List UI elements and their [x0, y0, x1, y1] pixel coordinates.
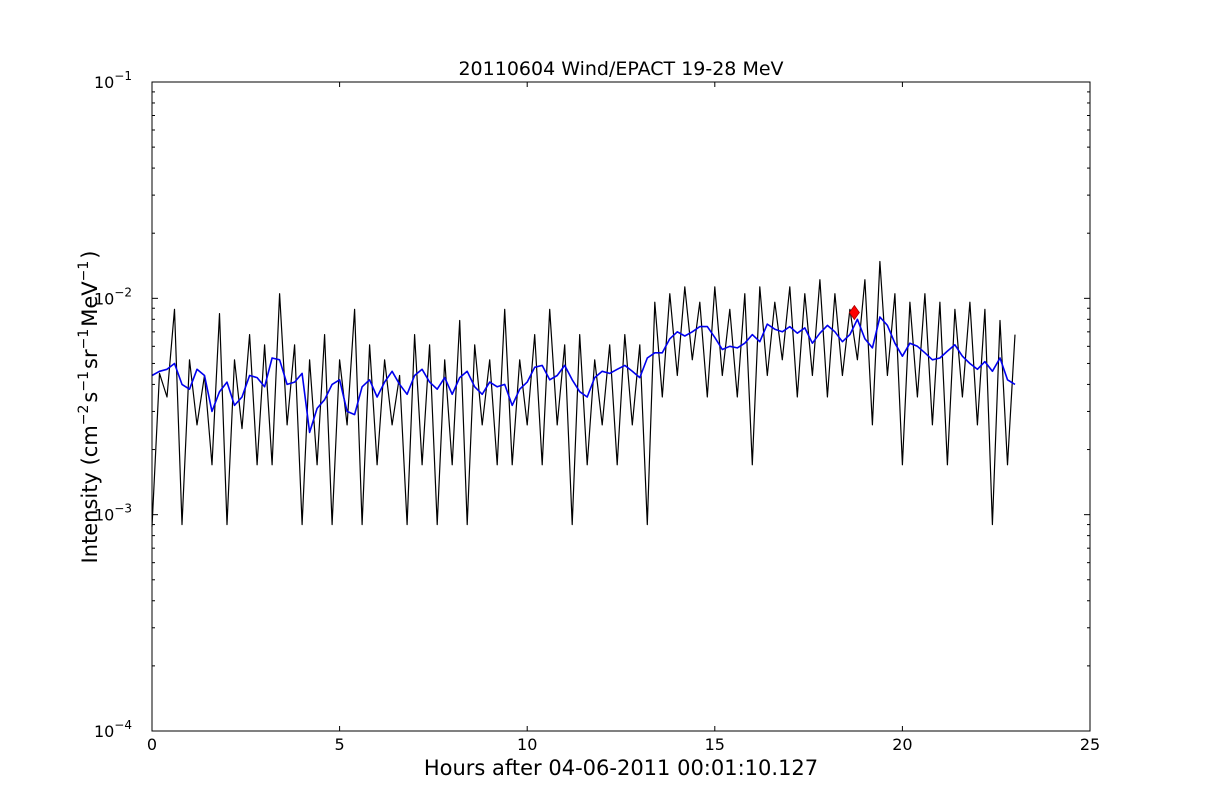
y-tick-label-1: 10−3 — [94, 502, 132, 525]
y-label-prefix: Intensity (cm — [78, 425, 102, 563]
x-tick-label-1: 5 — [335, 735, 345, 754]
x-axis-label: Hours after 04-06-2011 00:01:10.127 — [424, 756, 818, 780]
y-label-exp-1: −2 — [76, 405, 92, 426]
x-tick-label-5: 25 — [1080, 735, 1100, 754]
x-axis: 0 5 10 15 20 25 — [147, 82, 1100, 754]
plot-frame — [151, 81, 1091, 732]
y-label-unit-mev: MeV — [78, 281, 102, 327]
y-label-exp-3: −1 — [76, 329, 92, 350]
y-tick-label-3: 10−1 — [94, 69, 132, 92]
y-label-exp-2: −1 — [76, 371, 92, 392]
x-tick-label-3: 15 — [705, 735, 725, 754]
y-label-exp-4: −1 — [76, 261, 92, 282]
series-line-1 — [151, 260, 1016, 527]
series-layer — [151, 260, 1016, 527]
y-tick-label-0: 10−4 — [94, 718, 132, 741]
y-label-unit-sr: sr — [78, 349, 102, 369]
y-tick-label-2: 10−2 — [94, 285, 132, 308]
x-tick-label-4: 20 — [892, 735, 912, 754]
chart-title: 20110604 Wind/EPACT 19-28 MeV — [458, 58, 783, 80]
y-label-unit-s: s — [78, 392, 102, 403]
plot-area — [151, 81, 1091, 732]
y-axis-label: Intensity (cm−2s−1sr−1MeV−1) — [76, 251, 102, 564]
y-axis: 10−4 10−3 10−2 10−1 — [94, 69, 1090, 741]
y-label-suffix: ) — [78, 251, 102, 259]
series-line-2 — [151, 316, 1016, 434]
peak-marker — [848, 304, 860, 321]
x-tick-label-2: 10 — [517, 735, 537, 754]
x-tick-label-0: 0 — [147, 735, 157, 754]
marker-layer — [848, 304, 860, 321]
